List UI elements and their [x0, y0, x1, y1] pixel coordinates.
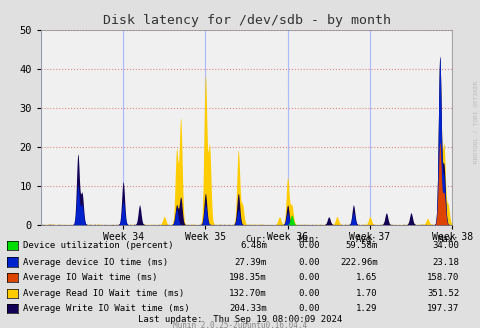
Text: Average IO Wait time (ms): Average IO Wait time (ms): [23, 273, 157, 282]
Text: Avg:: Avg:: [355, 235, 377, 243]
Text: 351.52: 351.52: [426, 289, 458, 298]
Text: Max:: Max:: [437, 235, 458, 243]
Text: 1.65: 1.65: [355, 273, 377, 282]
Text: 0.00: 0.00: [298, 304, 319, 314]
Text: Min:: Min:: [298, 235, 319, 243]
Text: RRDTOOL / TOBI OETIKER: RRDTOOL / TOBI OETIKER: [473, 80, 478, 163]
Text: 198.35m: 198.35m: [229, 273, 266, 282]
Text: 204.33m: 204.33m: [229, 304, 266, 314]
Text: 27.39m: 27.39m: [234, 258, 266, 267]
Text: 59.58m: 59.58m: [345, 241, 377, 251]
Text: 0.00: 0.00: [298, 289, 319, 298]
Text: 197.37: 197.37: [426, 304, 458, 314]
Text: 158.70: 158.70: [426, 273, 458, 282]
Text: 34.00: 34.00: [432, 241, 458, 251]
Text: Munin 2.0.25-2ubuntu0.16.04.4: Munin 2.0.25-2ubuntu0.16.04.4: [173, 321, 307, 328]
Text: 0.00: 0.00: [298, 273, 319, 282]
Text: 0.00: 0.00: [298, 258, 319, 267]
Text: 1.70: 1.70: [355, 289, 377, 298]
Text: 1.29: 1.29: [355, 304, 377, 314]
Text: Device utilization (percent): Device utilization (percent): [23, 241, 173, 251]
Title: Disk latency for /dev/sdb - by month: Disk latency for /dev/sdb - by month: [102, 14, 390, 27]
Text: Average Read IO Wait time (ms): Average Read IO Wait time (ms): [23, 289, 184, 298]
Text: Last update:  Thu Sep 19 08:00:09 2024: Last update: Thu Sep 19 08:00:09 2024: [138, 315, 342, 324]
Text: Cur:: Cur:: [245, 235, 266, 243]
Text: Average device IO time (ms): Average device IO time (ms): [23, 258, 168, 267]
Text: 222.96m: 222.96m: [339, 258, 377, 267]
Text: 132.70m: 132.70m: [229, 289, 266, 298]
Text: 6.48m: 6.48m: [240, 241, 266, 251]
Text: Average Write IO Wait time (ms): Average Write IO Wait time (ms): [23, 304, 189, 314]
Text: 23.18: 23.18: [432, 258, 458, 267]
Text: 0.00: 0.00: [298, 241, 319, 251]
